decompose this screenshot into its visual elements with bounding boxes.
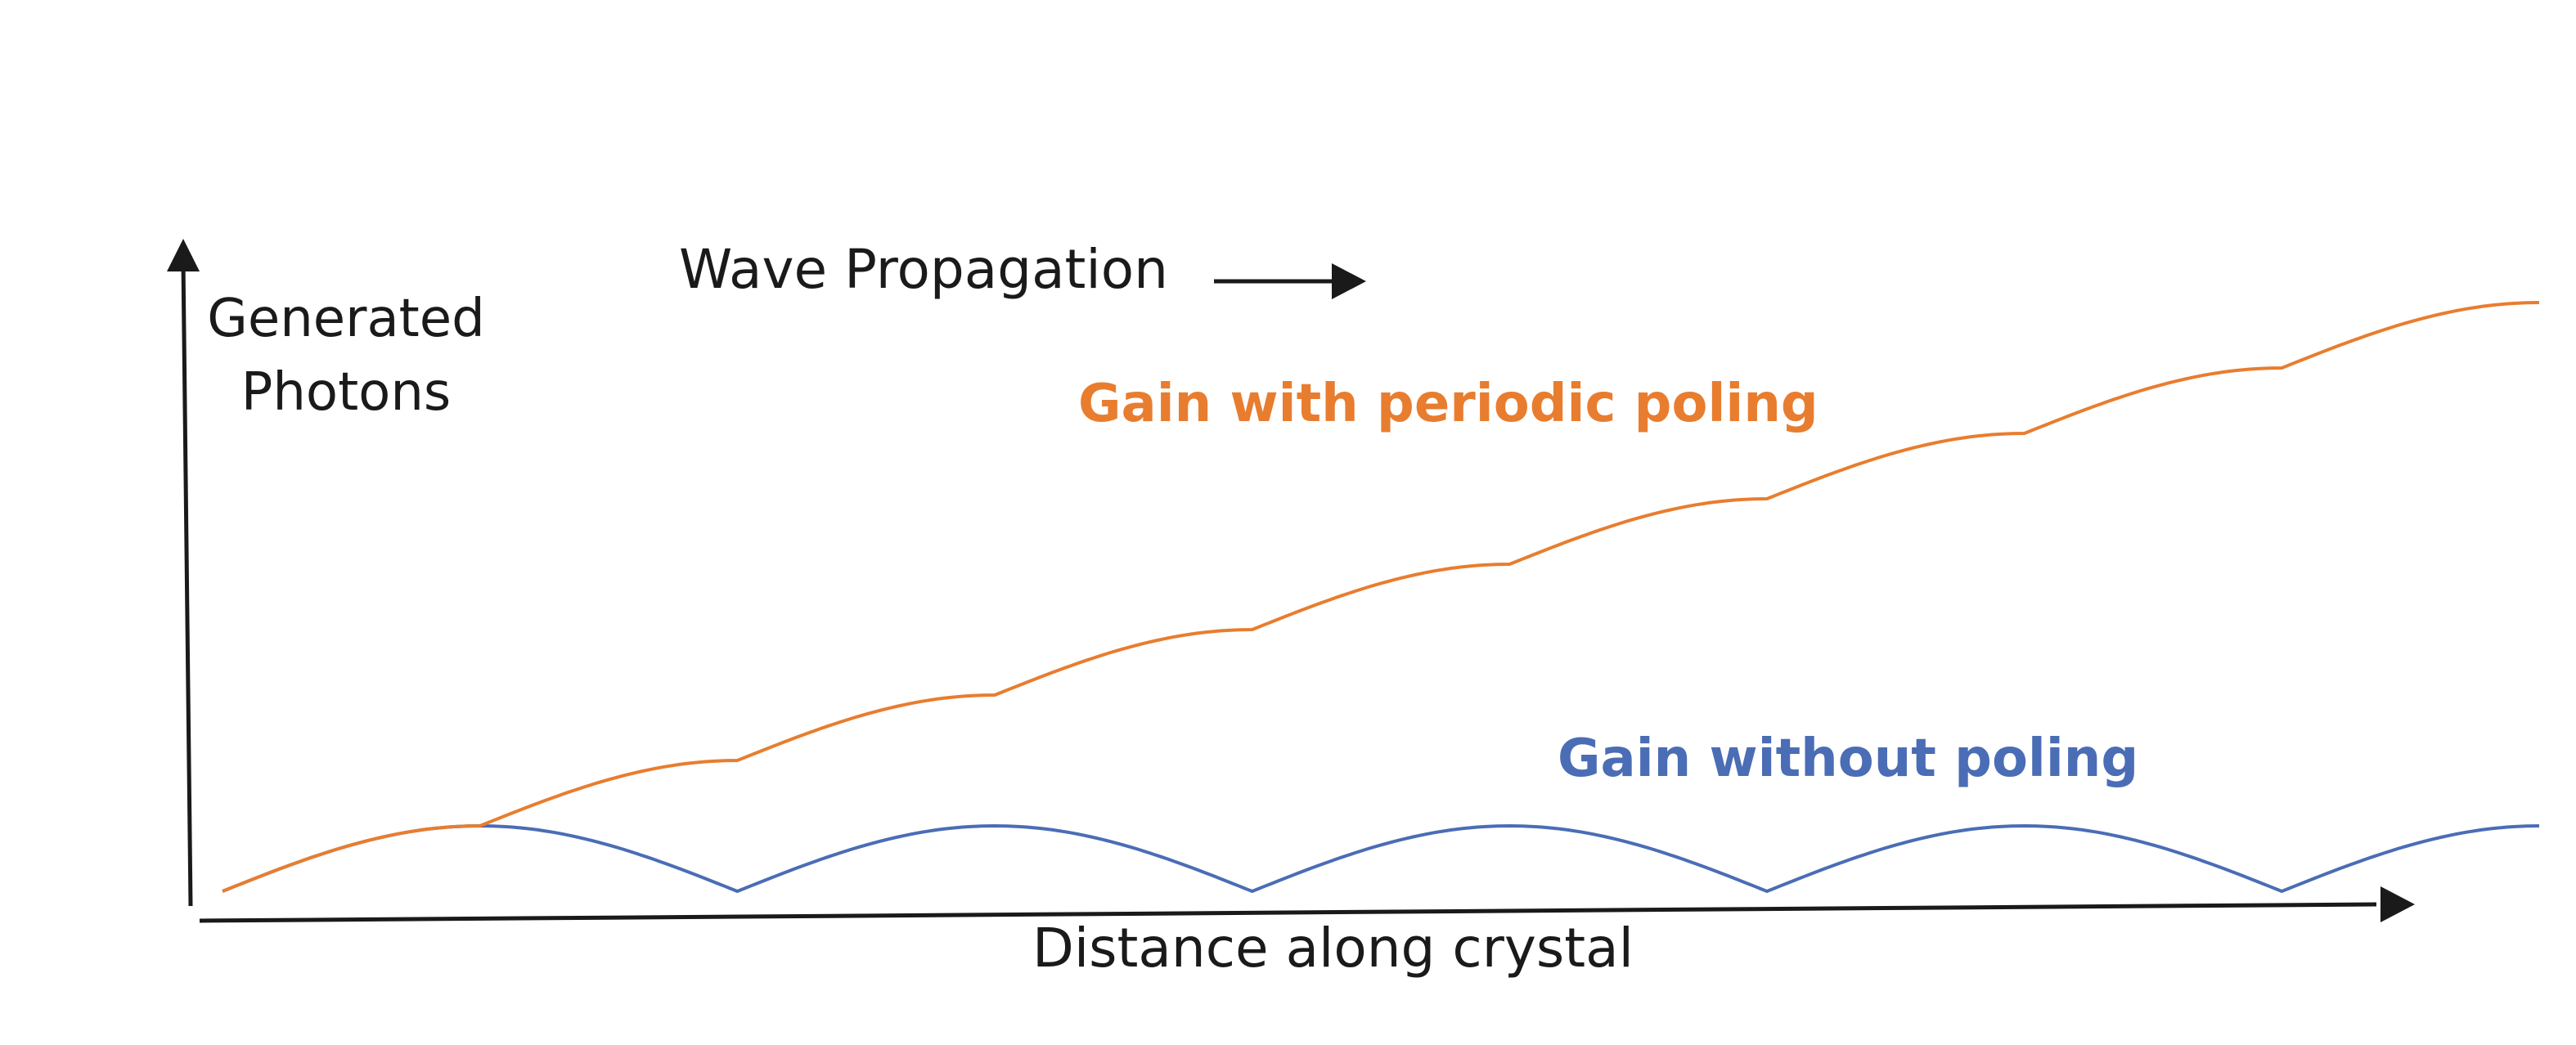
y-axis-label: Generated Photons bbox=[187, 283, 506, 429]
y-axis-label-line2: Photons bbox=[241, 361, 452, 423]
y-axis-label-line1: Generated bbox=[207, 289, 485, 349]
y-axis-arrowhead bbox=[167, 239, 200, 271]
x-axis-arrowhead bbox=[2380, 886, 2415, 922]
wave-arrowhead bbox=[1332, 263, 1366, 299]
x-axis-label: Distance along crystal bbox=[1032, 917, 1634, 980]
wave-propagation-label: Wave Propagation bbox=[679, 238, 1168, 301]
unpoled-series-label: Gain without poling bbox=[1558, 729, 2139, 789]
unpoled-gain-curve bbox=[222, 824, 2540, 893]
x-axis-line bbox=[199, 902, 2377, 923]
poled-gain-curve bbox=[222, 301, 2540, 893]
poled-series-label: Gain with periodic poling bbox=[1078, 374, 1818, 434]
y-axis-line bbox=[181, 261, 193, 907]
